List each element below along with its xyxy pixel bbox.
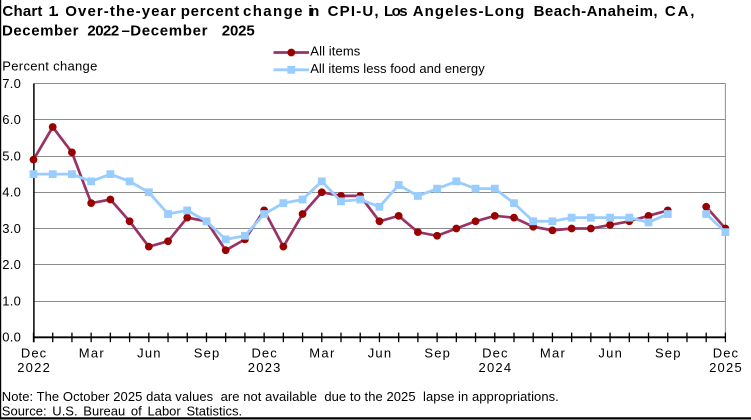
svg-text:Beach-Anaheim,: Beach-Anaheim, <box>534 3 658 20</box>
svg-text:2.0: 2.0 <box>2 257 21 272</box>
svg-text:2022: 2022 <box>87 22 119 39</box>
svg-text:December: December <box>130 22 207 39</box>
svg-text:Chart: Chart <box>2 3 42 20</box>
svg-text:Sep: Sep <box>424 346 450 361</box>
svg-text:Over-the-year: Over-the-year <box>65 3 176 20</box>
svg-text:2025: 2025 <box>709 360 742 375</box>
svg-text:CPI-U,: CPI-U, <box>328 3 379 20</box>
svg-text:percent: percent <box>181 3 240 20</box>
svg-text:Mar: Mar <box>79 346 105 361</box>
svg-text:–: – <box>122 22 130 39</box>
svg-text:4.0: 4.0 <box>2 185 21 200</box>
svg-text:change: change <box>243 3 303 20</box>
svg-text:Dec: Dec <box>21 346 47 361</box>
svg-text:Dec: Dec <box>251 346 277 361</box>
svg-text:0.0: 0.0 <box>2 330 21 345</box>
svg-text:2022: 2022 <box>17 360 50 375</box>
svg-text:in: in <box>308 3 319 20</box>
svg-text:7.0: 7.0 <box>2 76 21 91</box>
svg-text:2024: 2024 <box>479 360 512 375</box>
svg-text:1.0: 1.0 <box>2 293 21 308</box>
svg-text:Mar: Mar <box>309 346 335 361</box>
svg-text:3.0: 3.0 <box>2 221 21 236</box>
svg-text:Jun: Jun <box>368 346 391 361</box>
svg-text:Angeles-Long: Angeles-Long <box>413 3 525 20</box>
svg-text:5.0: 5.0 <box>2 148 21 163</box>
svg-text:Note: The October 2025 data va: Note: The October 2025 data values are n… <box>2 389 559 404</box>
svg-text:2023: 2023 <box>248 360 281 375</box>
svg-text:All items less food and energy: All items less food and energy <box>310 61 485 76</box>
svg-text:Mar: Mar <box>540 346 566 361</box>
svg-text:Dec: Dec <box>713 346 739 361</box>
svg-text:Los: Los <box>384 3 408 20</box>
svg-text:Sep: Sep <box>194 346 220 361</box>
svg-text:1.: 1. <box>49 3 60 20</box>
svg-text:6.0: 6.0 <box>2 112 21 127</box>
svg-text:Jun: Jun <box>598 346 621 361</box>
svg-text:Source: U.S. Bureau of Labor S: Source: U.S. Bureau of Labor Statistics. <box>2 403 242 418</box>
svg-text:All items: All items <box>310 44 361 59</box>
svg-text:December: December <box>2 22 79 39</box>
svg-text:Jun: Jun <box>137 346 160 361</box>
svg-text:Percent change: Percent change <box>2 58 97 73</box>
svg-text:2025: 2025 <box>222 22 255 39</box>
svg-text:Sep: Sep <box>655 346 681 361</box>
svg-text:Dec: Dec <box>482 346 508 361</box>
svg-text:CA,: CA, <box>665 3 695 20</box>
